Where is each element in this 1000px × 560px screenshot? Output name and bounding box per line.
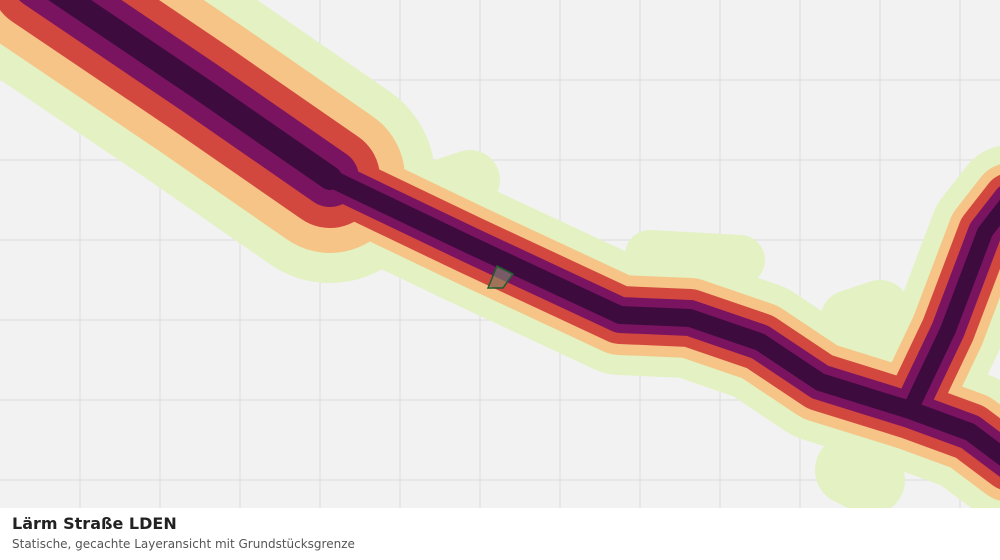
noise-band-low [410,150,500,220]
layer-title: Lärm Straße LDEN [12,514,177,533]
parcel-boundary[interactable] [486,264,515,289]
noise-band-low [820,280,910,350]
noise-band-low [625,230,765,285]
map [0,0,1000,508]
noise-band-low [815,435,905,508]
footer: Lärm Straße LDEN Statische, gecachte Lay… [0,508,1000,560]
layer-subtitle: Statische, gecachte Layeransicht mit Gru… [12,537,355,551]
noise-band-max [902,199,1000,418]
noise-band-max [48,0,342,190]
noise-layer [0,0,1000,508]
noise-band-max [321,169,1000,466]
